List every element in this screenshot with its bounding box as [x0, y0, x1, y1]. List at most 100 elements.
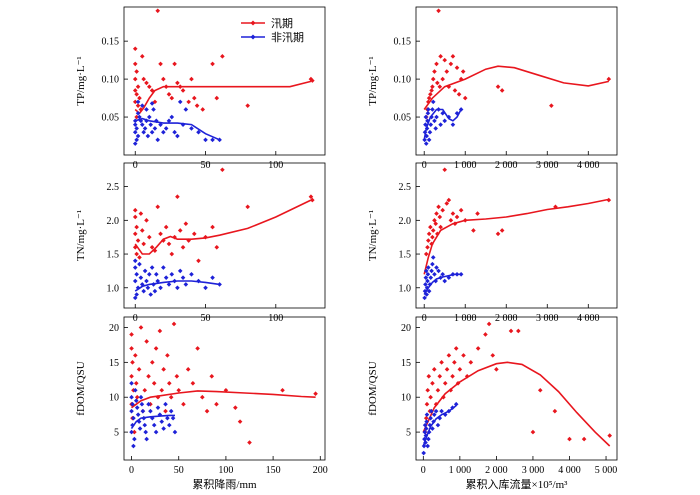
data-point — [581, 436, 587, 442]
data-point — [132, 436, 137, 442]
data-point — [430, 261, 435, 267]
data-point — [134, 394, 140, 400]
data-point — [426, 107, 431, 112]
data-point — [174, 373, 180, 379]
data-point — [433, 408, 439, 414]
data-point — [176, 387, 182, 393]
data-point — [442, 380, 448, 386]
data-point — [432, 218, 437, 223]
data-point — [129, 346, 134, 351]
data-point — [168, 394, 174, 400]
fit-line — [134, 117, 220, 141]
data-point — [131, 415, 136, 421]
data-point — [424, 285, 430, 291]
x-tick-label: 0 — [422, 313, 427, 324]
y-tick-label: 2.0 — [399, 216, 412, 227]
data-point — [169, 271, 175, 277]
series-flood-season — [423, 8, 612, 120]
data-point — [460, 69, 466, 74]
data-point — [430, 234, 435, 240]
data-point — [148, 408, 153, 414]
y-tick-label: 1.5 — [107, 250, 120, 261]
data-point — [152, 126, 158, 131]
fit-line — [423, 273, 462, 295]
data-point — [245, 204, 250, 210]
data-point — [247, 440, 252, 445]
data-point — [141, 76, 146, 82]
data-point — [426, 238, 431, 243]
data-point — [132, 46, 138, 52]
y-tick-label: 20 — [109, 323, 119, 334]
data-point — [436, 268, 441, 274]
data-point — [131, 443, 136, 449]
x-tick-label: 5 000 — [595, 465, 618, 476]
data-point — [196, 129, 201, 135]
data-point — [457, 367, 463, 372]
data-point — [435, 231, 440, 237]
data-point — [450, 211, 456, 216]
data-point — [163, 408, 168, 414]
data-point — [189, 271, 194, 277]
data-point — [144, 436, 149, 442]
data-point — [444, 367, 450, 372]
data-point — [143, 429, 149, 435]
y-tick-label: 10 — [401, 393, 411, 404]
data-point — [430, 76, 436, 82]
fit-line — [423, 65, 609, 110]
data-point — [223, 387, 229, 393]
y-tick-label: 1.0 — [399, 283, 412, 294]
data-point — [210, 137, 215, 143]
data-point — [166, 118, 172, 124]
data-point — [129, 394, 134, 400]
x-tick-label: 0 — [133, 313, 138, 324]
data-point — [141, 288, 146, 294]
data-point — [203, 137, 208, 143]
data-point — [430, 255, 436, 260]
data-point — [130, 422, 135, 428]
x-tick-label: 1 000 — [449, 465, 472, 476]
y-tick-label: 0.10 — [102, 75, 120, 86]
data-point — [132, 141, 138, 146]
y-tick-label: 0.15 — [394, 37, 412, 48]
data-point — [139, 282, 145, 287]
data-point — [132, 88, 138, 93]
data-point — [150, 415, 155, 421]
data-point — [137, 255, 142, 260]
data-point — [189, 126, 194, 131]
y-tick-label: 2.5 — [107, 182, 120, 193]
data-point — [429, 114, 434, 120]
x-tick-label: 0 — [133, 160, 138, 171]
data-point — [153, 346, 159, 351]
data-point — [175, 194, 180, 200]
data-point — [177, 99, 183, 105]
x-tick-label: 1 000 — [454, 313, 477, 324]
x-tick-label: 0 — [129, 465, 134, 476]
data-point — [440, 76, 445, 82]
y-axis-label: TP/mg·L⁻¹ — [75, 56, 87, 105]
fit-line — [422, 361, 611, 447]
data-point — [159, 387, 165, 393]
data-point — [310, 78, 315, 83]
panel-bottom-right: 0 1 000 2 000 3 000 4 000 5 000 5 10 15 20 fDOM/QS… — [367, 316, 618, 491]
data-point — [431, 367, 437, 372]
data-point — [142, 126, 148, 131]
data-point — [136, 367, 142, 372]
data-point — [129, 408, 134, 414]
data-point — [606, 76, 612, 82]
data-point — [427, 422, 433, 428]
series-non-flood-season — [129, 380, 178, 449]
data-point — [147, 271, 152, 277]
y-axis-label: TP/mg·L⁻¹ — [367, 56, 379, 105]
series-flood-season — [422, 321, 612, 447]
data-point — [161, 367, 166, 372]
data-point — [422, 295, 427, 301]
data-point — [432, 69, 437, 74]
y-tick-label: 1.5 — [399, 250, 412, 261]
data-point — [157, 328, 163, 334]
data-point — [132, 231, 138, 237]
data-point — [426, 373, 432, 379]
data-point — [424, 412, 430, 417]
data-point — [431, 412, 437, 417]
